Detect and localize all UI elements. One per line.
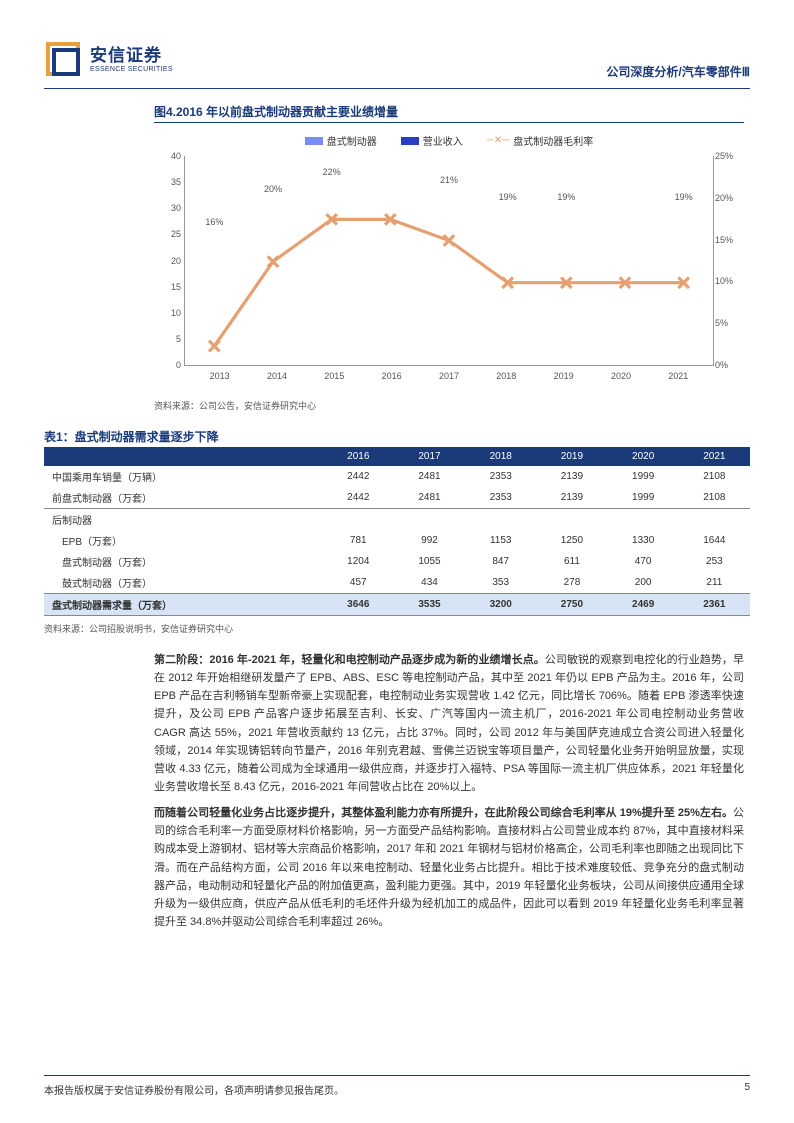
logo-icon xyxy=(44,40,84,80)
footer-page: 5 xyxy=(744,1082,750,1097)
legend-swatch-2 xyxy=(401,137,419,145)
page-footer: 本报告版权属于安信证券股份有限公司，各项声明请参见报告尾页。 5 xyxy=(44,1075,750,1097)
chart-source: 资料来源：公司公告，安信证券研究中心 xyxy=(154,399,744,412)
logo: 安信证券 ESSENCE SECURITIES xyxy=(44,40,173,80)
body-text: 第二阶段：2016 年-2021 年，轻量化和电控制动产品逐步成为新的业绩增长点… xyxy=(44,651,750,931)
figure-title: 图4.2016 年以前盘式制动器贡献主要业绩增量 xyxy=(154,103,744,123)
table-source: 资料来源：公司招股说明书，安信证券研究中心 xyxy=(44,622,750,635)
legend-swatch-1 xyxy=(305,137,323,145)
page-header: 安信证券 ESSENCE SECURITIES 公司深度分析/汽车零部件Ⅲ xyxy=(44,40,750,89)
legend-marker-3: ─✕─ xyxy=(487,135,510,146)
logo-text-en: ESSENCE SECURITIES xyxy=(90,66,173,74)
table-title: 表1：盘式制动器需求量逐步下降 xyxy=(44,428,750,448)
chart: 盘式制动器 营业收入 ─✕─盘式制动器毛利率 0510152025303540 … xyxy=(154,133,744,393)
footer-left: 本报告版权属于安信证券股份有限公司，各项声明请参见报告尾页。 xyxy=(44,1082,344,1097)
logo-text-cn: 安信证券 xyxy=(90,47,173,66)
chart-legend: 盘式制动器 营业收入 ─✕─盘式制动器毛利率 xyxy=(154,133,744,148)
data-table: 201620172018201920202021 中国乘用车销量（万辆）2442… xyxy=(44,448,750,616)
doc-type: 公司深度分析/汽车零部件Ⅲ xyxy=(606,63,750,80)
